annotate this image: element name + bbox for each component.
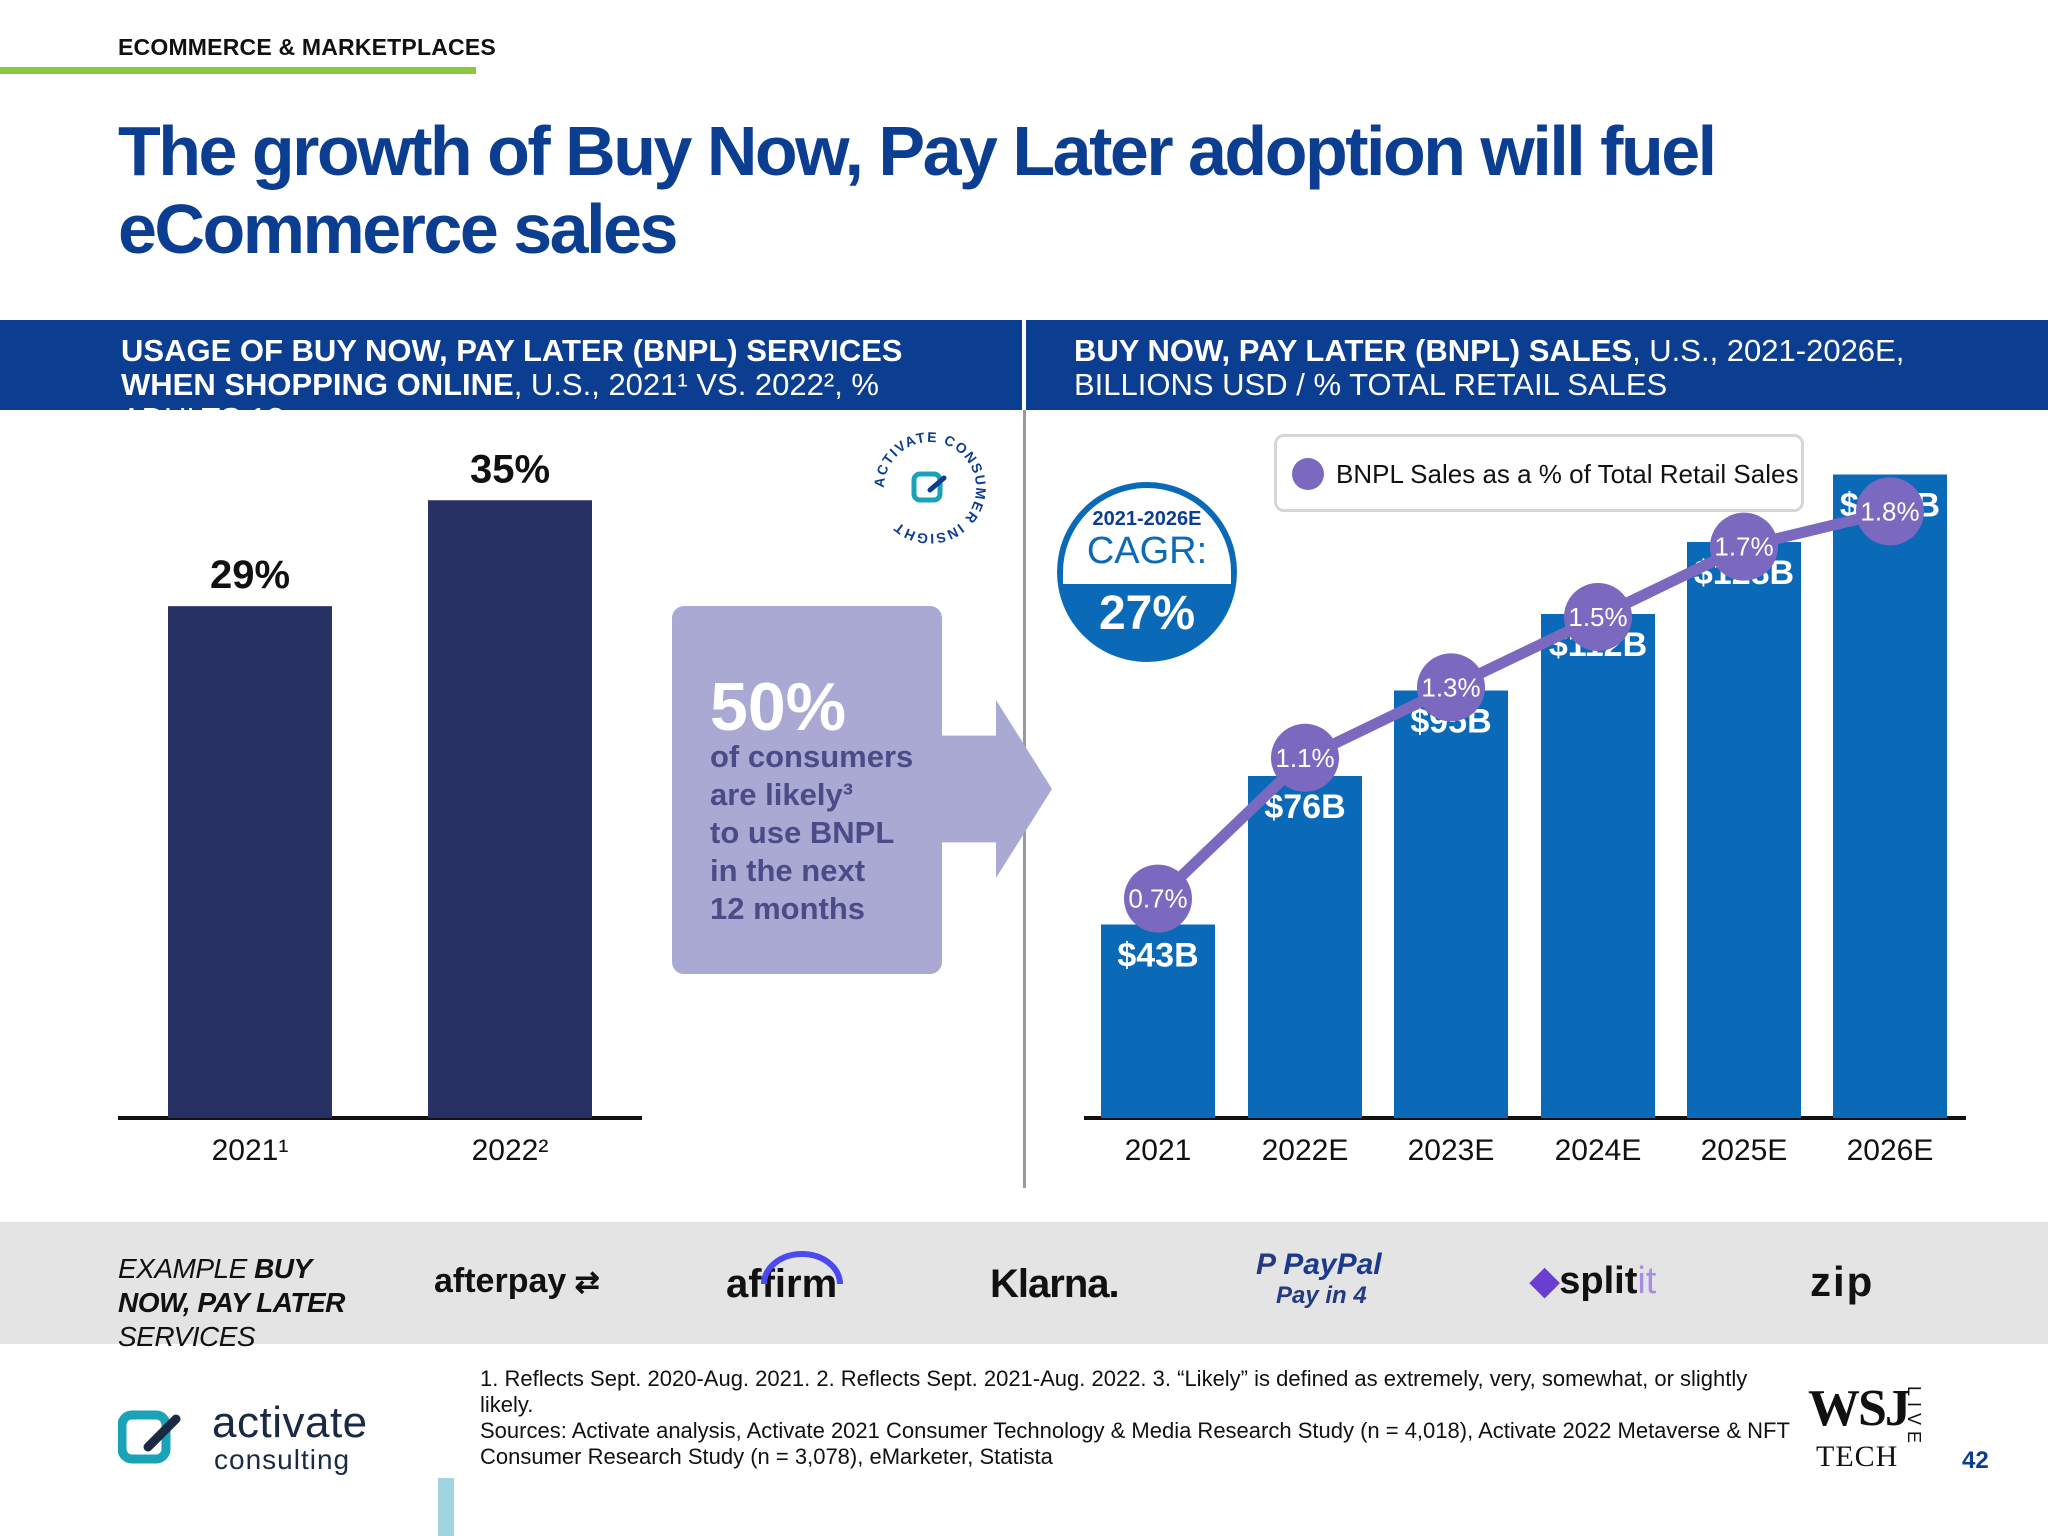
retail-share-label: 1.8% xyxy=(1860,496,1919,526)
sales-bar-label: $76B xyxy=(1264,788,1345,826)
splitit-drop-icon: ◆ xyxy=(1530,1260,1560,1302)
sales-bar xyxy=(1833,474,1947,1118)
section-underline xyxy=(0,67,476,74)
legend-label: BNPL Sales as a % of Total Retail Sales xyxy=(1336,459,1799,489)
example-label-part1: EXAMPLE xyxy=(118,1253,255,1284)
sales-category-label: 2026E xyxy=(1847,1134,1934,1167)
left-heading-rest: , U.S., 2021¹ VS. 2022², % ADULTS 18+ xyxy=(121,367,879,436)
sales-category-label: 2022E xyxy=(1262,1134,1349,1167)
retail-share-point xyxy=(1417,653,1485,722)
example-services-strip xyxy=(0,1222,2048,1344)
zip-logo: zip xyxy=(1810,1258,1875,1305)
sales-bar xyxy=(1687,542,1801,1118)
accent-bar xyxy=(438,1478,454,1536)
usage-bar-label: 35% xyxy=(470,447,550,491)
affirm-wordmark: affirm xyxy=(726,1262,838,1306)
sales-bar xyxy=(1541,614,1655,1118)
example-services-label: EXAMPLE BUY NOW, PAY LATER SERVICES xyxy=(118,1252,388,1354)
page-number: 42 xyxy=(1962,1447,1989,1474)
chart-legend xyxy=(1274,434,1804,512)
activate-brand-name: activate xyxy=(212,1398,368,1447)
splitit-wordmark-suffix: it xyxy=(1637,1260,1657,1302)
footnotes: 1. Reflects Sept. 2020-Aug. 2021. 2. Ref… xyxy=(480,1366,1790,1470)
callout-percentage: 50% xyxy=(710,669,847,745)
consumer-callout-box xyxy=(672,606,942,974)
legend-marker xyxy=(1292,458,1324,490)
consumer-insight-badge: ACTIVATE CONSUMER INSIGHT xyxy=(871,429,988,547)
footnote-definitions: 1. Reflects Sept. 2020-Aug. 2021. 2. Ref… xyxy=(480,1366,1748,1417)
activate-brand-sub: consulting xyxy=(214,1444,351,1475)
cagr-years: 2021-2026E xyxy=(1092,508,1202,530)
usage-bar xyxy=(168,606,332,1118)
sales-category-label: 2023E xyxy=(1408,1134,1495,1167)
left-heading-bold: USAGE OF BUY NOW, PAY LATER (BNPL) SERVI… xyxy=(121,333,903,402)
retail-share-point xyxy=(1271,723,1339,792)
retail-share-label: 1.7% xyxy=(1714,532,1773,562)
band-divider xyxy=(1022,320,1026,410)
cagr-value: 27% xyxy=(1098,587,1196,640)
left-panel-heading: USAGE OF BUY NOW, PAY LATER (BNPL) SERVI… xyxy=(121,334,1001,436)
retail-share-label: 0.7% xyxy=(1128,884,1187,914)
cagr-label: CAGR: xyxy=(1086,530,1208,572)
wsj-logo: WSJ xyxy=(1808,1380,1911,1437)
page-title: The growth of Buy Now, Pay Later adoptio… xyxy=(118,112,1717,268)
right-heading-bold: BUY NOW, PAY LATER (BNPL) SALES xyxy=(1074,333,1633,368)
affirm-logo: affirm xyxy=(726,1251,843,1307)
afterpay-wordmark: afterpay xyxy=(434,1262,567,1300)
usage-category-label: 2021¹ xyxy=(212,1134,289,1167)
retail-share-point xyxy=(1710,512,1778,581)
paypal-p-icon: P xyxy=(1256,1248,1284,1281)
callout-text: of consumers are likely³ to use BNPL in … xyxy=(710,739,914,926)
sales-bar xyxy=(1248,776,1362,1118)
retail-share-point xyxy=(1124,864,1192,933)
wsj-tech-label: TECH xyxy=(1816,1440,1899,1473)
afterpay-logo: afterpay ⇄ xyxy=(434,1262,600,1301)
example-label-part2: SERVICES xyxy=(118,1321,256,1352)
klarna-logo: Klarna. xyxy=(990,1262,1120,1306)
afterpay-arrows-icon: ⇄ xyxy=(566,1266,600,1299)
retail-share-label: 1.1% xyxy=(1275,743,1334,773)
paypal-wordmark: PayPal xyxy=(1283,1248,1382,1281)
wsj-live-label: LIVE xyxy=(1904,1386,1924,1450)
sales-category-label: 2024E xyxy=(1555,1134,1642,1167)
retail-share-point xyxy=(1856,477,1924,546)
sales-bar xyxy=(1101,924,1215,1118)
activate-logo-icon xyxy=(118,1410,181,1464)
paypal-subtitle: Pay in 4 xyxy=(1276,1282,1367,1309)
splitit-logo: ◆splitit xyxy=(1530,1258,1656,1303)
retail-share-label: 1.5% xyxy=(1568,602,1627,632)
retail-share-label: 1.3% xyxy=(1421,672,1480,702)
affirm-arc-icon xyxy=(761,1251,843,1285)
section-tag: ECOMMERCE & MARKETPLACES xyxy=(118,34,496,60)
sales-category-label: 2025E xyxy=(1701,1134,1788,1167)
right-panel-heading: BUY NOW, PAY LATER (BNPL) SALES, U.S., 2… xyxy=(1074,334,1974,402)
example-label-bold: BUY NOW, PAY LATER xyxy=(118,1253,345,1318)
footnote-sources: Sources: Activate analysis, Activate 202… xyxy=(480,1418,1790,1469)
retail-share-point xyxy=(1564,583,1632,651)
sales-category-label: 2021 xyxy=(1125,1134,1192,1167)
sales-bar xyxy=(1394,690,1508,1118)
usage-bar xyxy=(428,500,592,1118)
sales-bar-label: $43B xyxy=(1117,937,1198,975)
splitit-wordmark: split xyxy=(1559,1260,1638,1302)
paypal-logo: P PayPal Pay in 4 xyxy=(1256,1248,1382,1310)
usage-bar-label: 29% xyxy=(210,553,290,597)
right-heading-rest: , U.S., 2021-2026E, BILLIONS USD / % TOT… xyxy=(1074,333,1905,402)
usage-category-label: 2022² xyxy=(472,1134,549,1167)
